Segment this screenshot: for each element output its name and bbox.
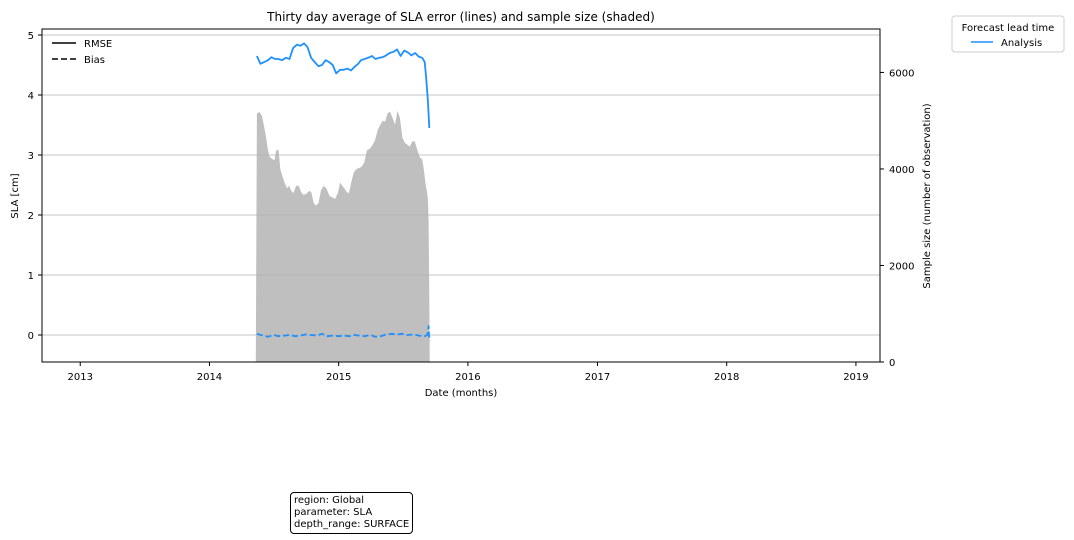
legend-label-analysis: Analysis — [1001, 38, 1042, 49]
x-tick-label: 2017 — [585, 372, 610, 383]
chart-title: Thirty day average of SLA error (lines) … — [266, 10, 655, 24]
x-tick-label: 2019 — [843, 372, 868, 383]
style-legend: RMSE Bias — [52, 39, 112, 66]
y-axis-right: 0 2000 4000 6000 — [880, 68, 914, 369]
x-tick-label: 2013 — [68, 372, 93, 383]
x-tick-label: 2018 — [714, 372, 739, 383]
y-tick-label: 0 — [28, 331, 34, 342]
legend-label-bias: Bias — [84, 55, 105, 66]
lead-time-legend: Forecast lead time Analysis — [951, 15, 1065, 53]
y-axis-left: 0 1 2 3 4 5 — [28, 31, 42, 342]
annotation-parameter: parameter: SLA — [294, 507, 373, 518]
legend-label-rmse: RMSE — [84, 39, 112, 50]
y2-tick-label: 2000 — [889, 261, 914, 272]
x-tick-label: 2016 — [455, 372, 480, 383]
y-tick-label: 2 — [28, 211, 34, 222]
sample-size-area — [255, 110, 430, 362]
grid — [42, 34, 880, 336]
lead-legend-frame — [951, 15, 1065, 53]
series-line-bias — [256, 325, 431, 342]
y-tick-label: 5 — [28, 31, 34, 42]
info-annotation-box: region: Global parameter: SLA depth_rang… — [290, 492, 414, 534]
x-axis: 2013 2014 2015 2016 2017 2018 2019 — [68, 362, 869, 383]
x-tick-label: 2014 — [197, 372, 222, 383]
y-tick-label: 4 — [28, 91, 34, 102]
series-line-rmse — [256, 42, 431, 129]
lead-legend-title: Forecast lead time — [962, 23, 1055, 34]
sample-size-fill — [255, 110, 430, 362]
annotation-depth-range: depth_range: SURFACE — [294, 519, 410, 530]
x-axis-label: Date (months) — [425, 388, 498, 399]
x-tick-label: 2015 — [326, 372, 351, 383]
y2-tick-label: 6000 — [889, 68, 914, 79]
y2-tick-label: 4000 — [889, 165, 914, 176]
y2-tick-label: 0 — [889, 358, 895, 369]
y2-axis-label: Sample size (number of observation) — [922, 103, 933, 288]
y-tick-label: 1 — [28, 271, 34, 282]
y-axis-label: SLA [cm] — [10, 173, 21, 218]
y-tick-label: 3 — [28, 151, 34, 162]
annotation-region: region: Global — [294, 495, 365, 506]
series-lines — [256, 42, 431, 342]
plot-frame — [41, 28, 881, 363]
